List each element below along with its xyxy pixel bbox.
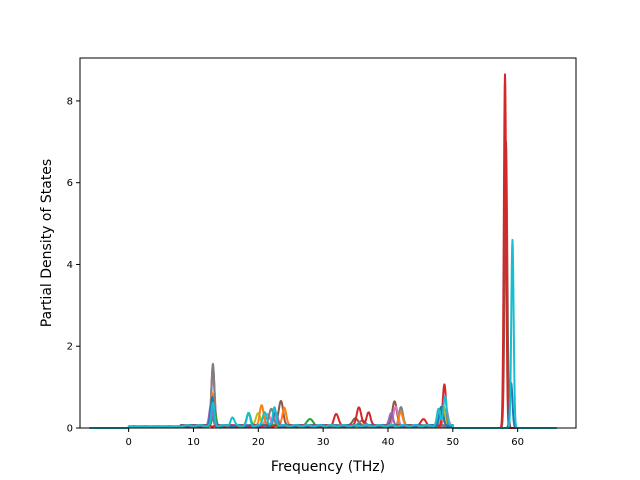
pdos-series-line bbox=[89, 362, 558, 429]
pdos-series-line bbox=[89, 238, 558, 429]
x-tick-label: 0 bbox=[125, 437, 131, 448]
x-axis-ticks: 0 10 20 30 40 50 60 bbox=[125, 428, 524, 448]
pdos-series-line bbox=[89, 392, 558, 429]
y-axis-ticks: 0 2 4 6 8 bbox=[67, 96, 80, 435]
y-axis-label: Partial Density of States bbox=[39, 159, 55, 327]
y-tick-label: 6 bbox=[67, 178, 73, 189]
pdos-series-line bbox=[89, 73, 558, 429]
pdos-series-line bbox=[89, 382, 558, 429]
x-tick-label: 10 bbox=[187, 437, 200, 448]
y-tick-label: 4 bbox=[67, 260, 73, 271]
y-tick-label: 2 bbox=[67, 342, 73, 353]
x-tick-label: 60 bbox=[511, 437, 524, 448]
x-tick-label: 30 bbox=[317, 437, 330, 448]
x-tick-label: 50 bbox=[446, 437, 459, 448]
y-tick-label: 0 bbox=[67, 424, 73, 435]
x-tick-label: 40 bbox=[382, 437, 395, 448]
plot-frame bbox=[79, 57, 577, 429]
x-tick-label: 20 bbox=[252, 437, 265, 448]
pdos-series-line bbox=[89, 371, 558, 429]
x-axis-label: Frequency (THz) bbox=[271, 459, 385, 475]
y-tick-label: 8 bbox=[67, 96, 73, 107]
pdos-series-line bbox=[89, 140, 558, 429]
pdos-series-line bbox=[89, 400, 558, 429]
series-layer bbox=[89, 73, 558, 429]
